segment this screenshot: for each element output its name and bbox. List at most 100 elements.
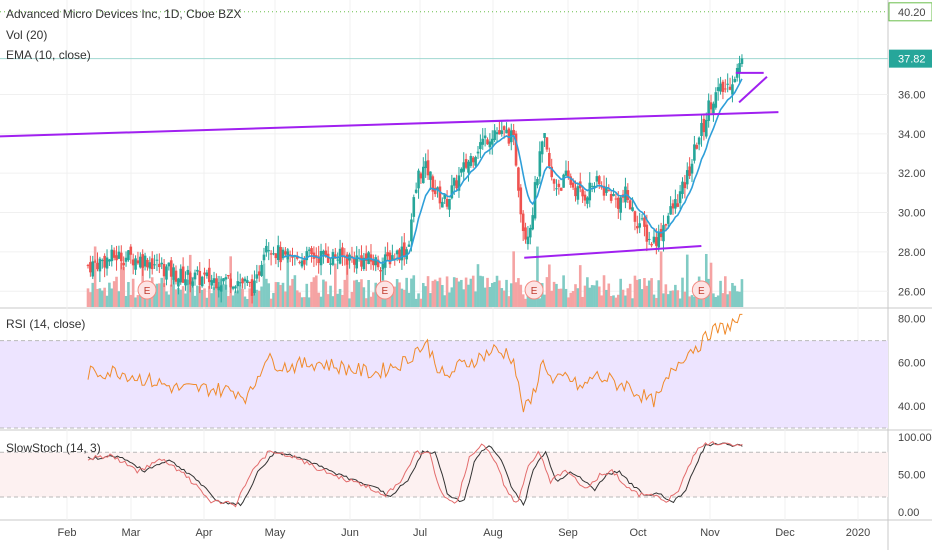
candle-body — [215, 278, 218, 289]
candle-body — [590, 185, 594, 187]
volume-bar — [414, 298, 418, 307]
volume-bar — [450, 287, 454, 307]
volume-bar — [274, 282, 278, 307]
candle-body — [448, 198, 451, 210]
candle-body — [464, 159, 468, 168]
candle-body — [555, 188, 558, 190]
volume-bar — [681, 277, 684, 307]
candle-body — [545, 137, 549, 150]
last-price-badge — [889, 49, 932, 68]
volume-bar — [595, 280, 599, 307]
candle-body — [407, 244, 411, 247]
volume-bar — [357, 282, 361, 307]
volume-bar — [334, 263, 337, 307]
candle-body — [726, 83, 729, 85]
x-tick-label: Jul — [413, 527, 427, 539]
volume-bar — [191, 276, 194, 307]
candle-body — [89, 262, 92, 273]
volume-bar — [476, 264, 480, 307]
candle-body — [305, 251, 309, 261]
candle-body — [253, 280, 256, 293]
trendline — [0, 111, 779, 138]
volume-bar — [355, 279, 359, 307]
volume-bar — [467, 284, 470, 307]
x-tick-label: Jun — [341, 527, 359, 539]
candle-body — [257, 271, 261, 276]
volume-bar — [350, 291, 354, 307]
volume-bar — [167, 294, 171, 307]
trendline — [524, 244, 702, 259]
stoch-legend: SlowStoch (14, 3) — [6, 441, 101, 455]
volume-bar — [726, 294, 729, 307]
candle-body — [298, 262, 301, 264]
candle-body — [507, 128, 511, 144]
candle-body — [265, 245, 268, 253]
candle-body — [174, 270, 178, 282]
candle-body — [241, 278, 244, 284]
volume-bar — [567, 297, 570, 307]
volume-bar — [647, 280, 651, 307]
candle-body — [105, 257, 109, 269]
candle-body — [633, 211, 637, 222]
volume-bar — [112, 281, 116, 307]
volume-bar — [664, 284, 668, 307]
volume-bar — [733, 285, 737, 307]
candle-body — [362, 257, 366, 270]
volume-bar — [262, 263, 266, 307]
volume-bar — [291, 278, 294, 307]
candle-body — [562, 174, 565, 188]
candle-body — [162, 264, 166, 277]
volume-bar — [222, 284, 225, 307]
candle-body — [595, 176, 599, 182]
candle-body — [179, 268, 183, 283]
candle-body — [212, 278, 216, 283]
volume-bar — [586, 277, 589, 307]
candle-body — [457, 175, 461, 191]
volume-bar — [372, 292, 375, 307]
candle-body — [355, 255, 359, 269]
candle-body — [146, 259, 149, 268]
volume-bar — [181, 286, 185, 307]
volume-bar — [519, 284, 523, 307]
volume-bar — [719, 280, 722, 307]
earnings-marker-label: E — [531, 286, 538, 297]
volume-bar — [436, 281, 439, 307]
volume-bar — [310, 281, 313, 307]
volume-bar — [136, 295, 140, 307]
volume-bar — [552, 281, 556, 307]
volume-bar — [545, 277, 549, 307]
volume-bar — [609, 296, 613, 307]
volume-bar — [345, 253, 349, 307]
candle-body — [450, 185, 454, 199]
candle-body — [250, 279, 254, 296]
candle-body — [688, 166, 691, 176]
candle-body — [681, 181, 684, 194]
volume-bar — [398, 282, 401, 307]
candle-body — [188, 272, 192, 285]
candle-body — [602, 185, 606, 196]
earnings-marker-label: E — [698, 286, 705, 297]
volume-bar — [662, 293, 665, 307]
candle-body — [669, 206, 672, 215]
level-badge — [888, 2, 932, 22]
volume-bar — [597, 286, 601, 307]
volume-bar — [557, 288, 561, 307]
volume-bar — [588, 287, 592, 307]
candle-body — [103, 255, 106, 268]
level-price-label: 40.20 — [898, 7, 926, 19]
candle-body — [395, 250, 399, 255]
candle-body — [136, 260, 140, 264]
trendline — [738, 76, 768, 104]
price-tick-label: 28.00 — [898, 247, 926, 259]
candle-body — [588, 182, 592, 201]
candle-body — [479, 142, 482, 150]
candle-body — [636, 226, 639, 229]
volume-bar — [655, 297, 658, 307]
candle-body — [436, 187, 439, 190]
candle-body — [255, 274, 259, 279]
candle-body — [721, 81, 725, 93]
volume-bar — [224, 284, 228, 307]
candle-body — [543, 133, 546, 138]
volume-bar — [119, 262, 123, 307]
volume-bar — [326, 294, 330, 307]
